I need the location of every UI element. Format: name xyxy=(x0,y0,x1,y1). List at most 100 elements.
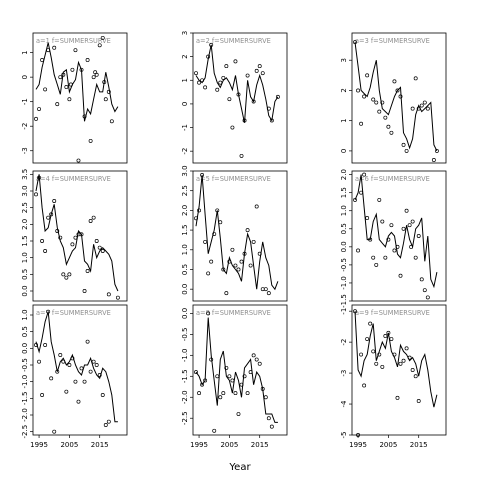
observed-point xyxy=(233,263,238,268)
observed-point xyxy=(404,346,409,351)
y-tick-label: -0.5 xyxy=(340,258,348,272)
observed-point xyxy=(257,64,262,69)
observed-point xyxy=(46,48,51,53)
observed-point xyxy=(395,395,400,400)
observed-point xyxy=(221,75,226,80)
observed-point xyxy=(236,267,241,272)
observed-point xyxy=(413,76,418,81)
observed-point xyxy=(383,255,388,260)
observed-point xyxy=(55,229,60,233)
observed-point xyxy=(410,106,415,111)
observed-point xyxy=(395,88,400,93)
observed-point xyxy=(97,373,102,377)
observed-point xyxy=(197,208,202,213)
observed-point xyxy=(359,190,364,195)
observed-point xyxy=(395,244,400,249)
observed-point xyxy=(97,245,102,250)
y-tick-label: -2 xyxy=(181,148,189,155)
observed-point xyxy=(416,234,421,238)
observed-point xyxy=(82,379,87,384)
y-tick-label: 2.5 xyxy=(21,202,29,213)
observed-point xyxy=(103,97,108,102)
observed-point xyxy=(52,429,57,434)
y-tick-label: 3.0 xyxy=(21,185,29,196)
y-tick-label: 2.0 xyxy=(340,169,348,180)
observed-point xyxy=(371,349,376,354)
observed-point xyxy=(215,87,220,92)
observed-point xyxy=(275,94,280,99)
observed-point xyxy=(416,106,421,111)
observed-point xyxy=(425,295,430,300)
observed-point xyxy=(398,94,403,99)
observed-point xyxy=(236,412,241,416)
y-tick-label: 0 xyxy=(181,102,189,106)
observed-point xyxy=(34,343,38,347)
observed-point xyxy=(242,118,247,123)
y-tick-label: 0.5 xyxy=(340,223,348,234)
panel-frame xyxy=(32,304,128,436)
observed-point xyxy=(374,361,379,366)
observed-point xyxy=(61,272,66,277)
observed-point xyxy=(383,334,388,338)
observed-point xyxy=(269,118,274,123)
observed-point xyxy=(236,92,241,97)
fitted-line xyxy=(195,317,278,423)
panel-6: a=6 f=SUMMERSURVE 2.0 1.5 1.0 0.5 0.0 -0.5 -1.0… xyxy=(340,169,447,308)
observed-point xyxy=(55,369,60,374)
observed-point xyxy=(37,107,42,111)
observed-point xyxy=(248,370,253,375)
observed-point xyxy=(85,58,90,62)
observed-point xyxy=(206,54,211,59)
observed-point xyxy=(254,357,259,362)
observed-point xyxy=(392,248,397,253)
observed-point xyxy=(70,356,75,361)
y-tick-label: -1.5 xyxy=(181,369,189,383)
observed-point xyxy=(359,121,364,126)
observed-point xyxy=(73,48,78,53)
fitted-line xyxy=(354,42,438,152)
x-tick-label: 1995 xyxy=(190,441,208,449)
observed-point xyxy=(40,239,45,243)
observed-point xyxy=(368,321,373,326)
observed-point xyxy=(85,269,90,273)
panel-strip-label: a=7 f=SUMMERSURVE xyxy=(36,309,111,317)
observed-point xyxy=(37,359,42,364)
y-tick-label: 0 xyxy=(21,75,29,79)
observed-point xyxy=(386,124,391,129)
x-tick-label: 2015 xyxy=(91,441,109,449)
y-tick-label: 1.5 xyxy=(21,235,29,246)
observed-point xyxy=(61,359,66,364)
y-tick-label: -4 xyxy=(340,400,348,408)
observed-point xyxy=(206,271,211,276)
panel-strip-label: a=6 f=SUMMERSURVE xyxy=(355,175,430,183)
observed-point xyxy=(94,239,99,243)
y-tick-label: 1.0 xyxy=(21,252,29,263)
y-tick-label: -2.5 xyxy=(181,411,189,425)
y-tick-label: 0.0 xyxy=(340,241,348,252)
observed-point xyxy=(93,70,98,75)
observed-point xyxy=(61,72,66,77)
observed-point xyxy=(70,242,75,247)
y-tick-label: -1 xyxy=(340,308,348,315)
y-tick-label: -1.0 xyxy=(340,276,348,290)
fitted-line xyxy=(35,311,118,423)
observed-point xyxy=(197,391,202,396)
observed-point xyxy=(197,80,202,85)
observed-point xyxy=(401,226,406,231)
observed-point xyxy=(58,353,63,357)
observed-point xyxy=(58,235,63,240)
y-tick-label: -2.5 xyxy=(21,425,29,439)
observed-point xyxy=(263,395,268,400)
y-tick-label: -2 xyxy=(21,123,29,130)
observed-point xyxy=(43,343,48,347)
observed-point xyxy=(88,369,93,374)
observed-point xyxy=(245,391,250,396)
y-tick-label: 0.5 xyxy=(21,269,29,280)
panel-1: a=1 f=SUMMERSURVE 1 0 -1 -2 -3 xyxy=(21,32,128,164)
observed-point xyxy=(245,228,250,233)
observed-point xyxy=(200,172,205,177)
panels-group: a=1 f=SUMMERSURVE 1 0 -1 -2 -3 a=2 f=SUMMERSUR… xyxy=(21,31,447,449)
observed-point xyxy=(91,215,96,220)
observed-point xyxy=(407,223,412,228)
panel-4: a=4 f=SUMMERSURVE 3.5 3.0 2.5 2.0 1.5 1.0 0.5 0.… xyxy=(21,169,128,302)
